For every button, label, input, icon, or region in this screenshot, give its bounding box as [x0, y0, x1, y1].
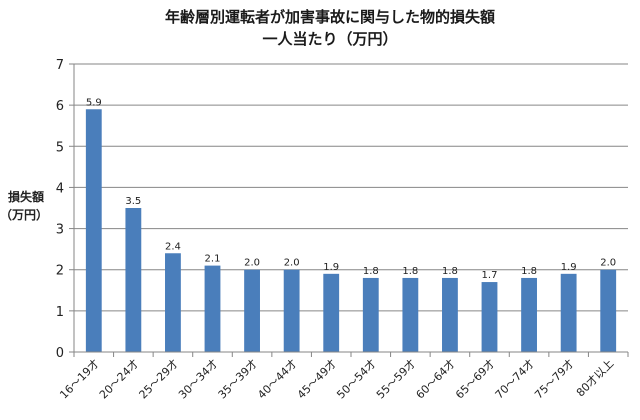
bar: [600, 269, 617, 352]
bar: [244, 269, 260, 352]
data-label: 2.0: [600, 258, 616, 269]
x-category-label: 55～59才: [373, 356, 418, 401]
bar: [204, 265, 221, 352]
x-category-label: 65～69才: [452, 356, 497, 401]
bars: [85, 109, 617, 352]
bar: [521, 277, 537, 352]
y-axis-label-line2: （万円）: [0, 207, 48, 222]
bar: [323, 273, 340, 352]
bar: [125, 208, 142, 352]
y-tick-label: 0: [56, 346, 64, 361]
x-category-label: 45～49才: [294, 356, 339, 401]
y-tick-label: 2: [56, 264, 64, 279]
y-tick-label: 7: [56, 58, 64, 73]
chart-title: 年齢層別運転者が加害事故に関与した物的損失額: [165, 8, 495, 26]
data-label: 2.0: [284, 258, 300, 269]
data-label: 1.7: [482, 270, 498, 281]
bar: [165, 253, 181, 352]
data-labels: 5.9 3.5 2.4 2.1 2.0 2.0 1.9 1.8 1.8 1.8 1.7 1.8 1.9 2…: [86, 97, 616, 281]
x-category-label: 75～79才: [532, 356, 577, 401]
data-label: 2.0: [244, 258, 260, 269]
y-tick-label: 1: [56, 305, 64, 320]
x-category-label: 80才以上: [573, 356, 616, 399]
y-axis-label-line1: 損失額: [8, 189, 44, 204]
y-tick-label: 6: [56, 99, 64, 114]
x-axis-categories: 16～19才20～24才25～29才30～34才35～39才40～44才45～4…: [57, 352, 629, 401]
bar: [442, 277, 458, 352]
bar: [362, 277, 379, 352]
x-category-label: 40～44才: [255, 356, 300, 401]
data-label: 1.8: [402, 266, 418, 277]
y-tick-label: 5: [56, 140, 64, 155]
y-axis-ticks: 0 1 2 3 4 5 6 7: [56, 58, 74, 361]
x-category-label: 50～54才: [334, 356, 379, 401]
chart-subtitle: 一人当たり（万円）: [262, 30, 397, 48]
bar: [402, 277, 419, 352]
x-category-label: 20～24才: [96, 356, 141, 401]
x-category-label: 30～34才: [175, 356, 220, 401]
y-tick-label: 3: [56, 223, 64, 238]
x-category-label: 60～64才: [413, 356, 458, 401]
data-label: 2.4: [165, 241, 181, 252]
x-category-label: 70～74才: [492, 356, 537, 401]
x-category-label: 25～29才: [136, 356, 181, 401]
data-label: 1.9: [561, 262, 577, 273]
data-label: 3.5: [125, 196, 141, 207]
data-label: 2.1: [205, 254, 221, 265]
data-label: 1.9: [323, 262, 339, 273]
data-label: 1.8: [363, 266, 379, 277]
bar: [560, 273, 577, 352]
x-category-label: 35～39才: [215, 356, 260, 401]
bar: [283, 269, 300, 352]
bar: [481, 282, 498, 352]
bar: [85, 109, 102, 352]
data-label: 5.9: [86, 97, 102, 108]
data-label: 1.8: [442, 266, 458, 277]
y-tick-label: 4: [56, 181, 64, 196]
data-label: 1.8: [521, 266, 537, 277]
gridlines: [74, 63, 628, 312]
x-category-label: 16～19才: [57, 356, 102, 401]
